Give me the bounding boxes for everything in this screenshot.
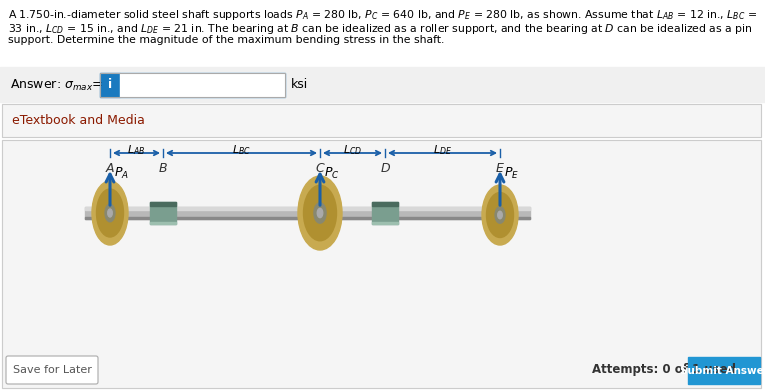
Bar xyxy=(85,207,530,210)
Ellipse shape xyxy=(96,189,123,237)
Bar xyxy=(372,202,398,224)
Bar xyxy=(2,140,761,388)
Text: $P_A$: $P_A$ xyxy=(114,166,129,181)
Text: $P_E$: $P_E$ xyxy=(504,166,519,181)
Text: E: E xyxy=(496,162,504,175)
Text: $P_C$: $P_C$ xyxy=(324,166,340,181)
Ellipse shape xyxy=(495,207,505,223)
Bar xyxy=(150,202,176,206)
Ellipse shape xyxy=(298,176,342,250)
Ellipse shape xyxy=(92,181,128,245)
Text: $L_{AB}$: $L_{AB}$ xyxy=(127,143,145,157)
Text: $L_{CD}$: $L_{CD}$ xyxy=(343,143,362,157)
Ellipse shape xyxy=(487,192,513,237)
Bar xyxy=(2,104,761,137)
Text: 33 in., $L_{CD}$ = 15 in., and $L_{DE}$ = 21 in. The bearing at $B$ can be ideal: 33 in., $L_{CD}$ = 15 in., and $L_{DE}$ … xyxy=(8,22,753,36)
Text: =: = xyxy=(92,79,103,91)
Text: Answer: $\sigma_{max}$: Answer: $\sigma_{max}$ xyxy=(10,77,93,93)
Text: eTextbook and Media: eTextbook and Media xyxy=(12,115,145,127)
Text: Submit Answer: Submit Answer xyxy=(679,366,765,376)
Bar xyxy=(100,73,285,97)
Bar xyxy=(2,104,761,137)
Bar xyxy=(85,207,530,219)
Bar xyxy=(2,140,761,388)
Text: support. Determine the magnitude of the maximum bending stress in the shaft.: support. Determine the magnitude of the … xyxy=(8,35,444,45)
Bar xyxy=(85,217,530,219)
Text: $L_{DE}$: $L_{DE}$ xyxy=(433,143,452,157)
Text: $L_{BC}$: $L_{BC}$ xyxy=(232,143,251,157)
Text: C: C xyxy=(316,162,324,175)
Text: B: B xyxy=(158,162,168,175)
Text: i: i xyxy=(108,79,112,91)
Text: Save for Later: Save for Later xyxy=(12,365,92,375)
Ellipse shape xyxy=(317,208,323,218)
Text: A 1.750-in.-diameter solid steel shaft supports loads $P_A$ = 280 lb, $P_C$ = 64: A 1.750-in.-diameter solid steel shaft s… xyxy=(8,8,757,22)
Bar xyxy=(150,202,176,224)
Ellipse shape xyxy=(108,209,112,217)
Ellipse shape xyxy=(314,203,326,223)
Bar xyxy=(372,222,398,224)
Text: D: D xyxy=(380,162,390,175)
Bar xyxy=(150,222,176,224)
Text: Attempts: 0 of 1 used: Attempts: 0 of 1 used xyxy=(592,364,736,377)
Ellipse shape xyxy=(304,185,337,241)
Text: ksi: ksi xyxy=(291,79,308,91)
Ellipse shape xyxy=(105,204,115,222)
Bar xyxy=(100,73,285,97)
FancyBboxPatch shape xyxy=(6,356,98,384)
Bar xyxy=(372,202,398,206)
Ellipse shape xyxy=(498,211,503,219)
Bar xyxy=(0,67,765,102)
Text: A: A xyxy=(106,162,114,175)
Ellipse shape xyxy=(482,185,518,245)
Bar xyxy=(120,73,285,97)
Bar xyxy=(688,357,760,384)
